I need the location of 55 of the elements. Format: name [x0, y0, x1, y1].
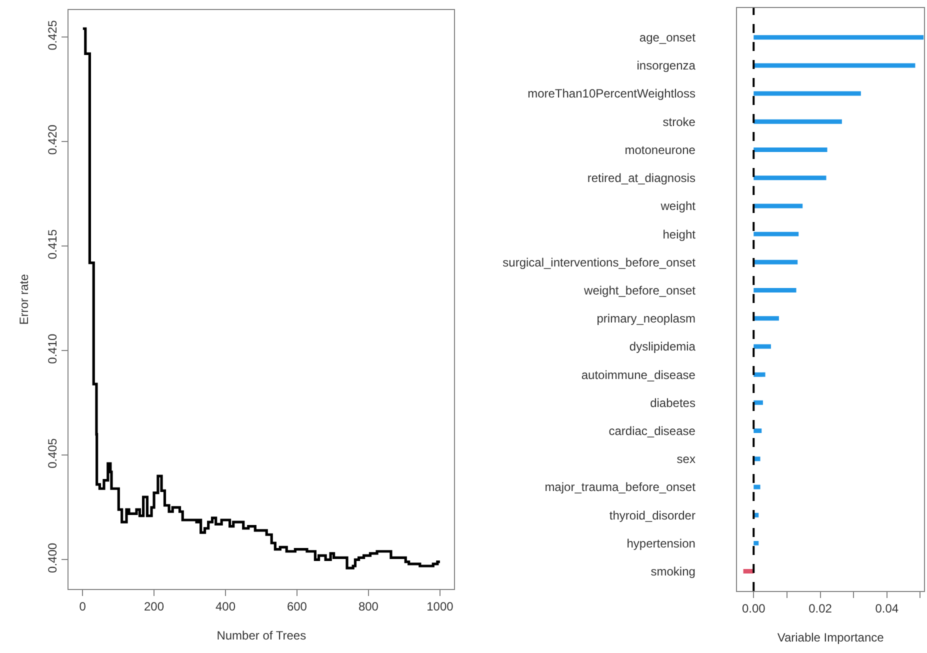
bar — [754, 91, 861, 96]
bar — [754, 204, 803, 208]
bar — [754, 484, 760, 490]
bar — [754, 232, 799, 236]
x-tick-label: 0.04 — [875, 601, 899, 616]
y-tick-label: sex — [676, 452, 696, 466]
y-tick-label: age_onset — [639, 30, 696, 45]
bar — [754, 176, 826, 180]
bar — [754, 288, 796, 293]
y-tick-label: diabetes — [650, 396, 696, 410]
y-tick-label: moreThan10PercentWeightloss — [528, 86, 696, 101]
y-tick-label: dyslipidemia — [629, 340, 696, 354]
x-axis-title: Variable Importance — [777, 630, 884, 644]
bar — [754, 372, 766, 377]
y-tick-label: cardiac_disease — [608, 424, 696, 438]
y-tick-label: 0.420 — [46, 124, 60, 155]
y-tick-label: 0.405 — [46, 438, 60, 468]
x-tick-label: 200 — [144, 600, 164, 614]
bar — [754, 428, 762, 434]
x-tick-label: 400 — [215, 600, 236, 614]
x-tick-label: 0.00 — [742, 601, 766, 616]
y-tick-label: stroke — [662, 114, 696, 129]
x-tick-label: 0 — [79, 600, 86, 614]
bar — [754, 540, 759, 546]
y-tick-label: weight — [660, 199, 696, 214]
bar — [754, 35, 924, 40]
y-tick-label: 0.425 — [46, 20, 60, 50]
bar — [754, 260, 798, 264]
y-tick-label: insorgenza — [636, 58, 696, 73]
y-tick-label: primary_neoplasm — [596, 312, 696, 326]
y-tick-label: weight_before_onset — [583, 283, 696, 298]
y-tick-label: major_trauma_before_onset — [544, 480, 696, 494]
x-tick-label: 600 — [286, 600, 308, 614]
bar — [754, 63, 916, 68]
y-tick-label: retired_at_diagnosis — [587, 171, 696, 186]
x-tick-label: 800 — [358, 600, 379, 614]
x-tick-label: 0.02 — [808, 601, 832, 616]
bar — [754, 119, 842, 124]
bar — [754, 316, 779, 321]
y-tick-label: motoneurone — [624, 142, 696, 157]
y-tick-label: thyroid_disorder — [609, 508, 696, 522]
y-tick-label: hypertension — [626, 536, 696, 550]
bar — [754, 148, 828, 152]
y-tick-label: height — [662, 227, 696, 242]
y-tick-label: smoking — [650, 564, 696, 578]
x-axis-title: Number of Trees — [216, 628, 306, 642]
y-tick-label: 0.400 — [46, 542, 60, 573]
x-tick-label: 1000 — [426, 600, 454, 614]
bar — [754, 344, 771, 349]
y-tick-label: autoimmune_disease — [581, 368, 696, 382]
y-tick-label: surgical_interventions_before_onset — [502, 255, 696, 270]
y-axis-title: Error rate — [17, 274, 31, 325]
y-tick-label: 0.415 — [46, 228, 60, 260]
y-tick-label: 0.410 — [46, 333, 60, 364]
bar — [754, 400, 763, 405]
